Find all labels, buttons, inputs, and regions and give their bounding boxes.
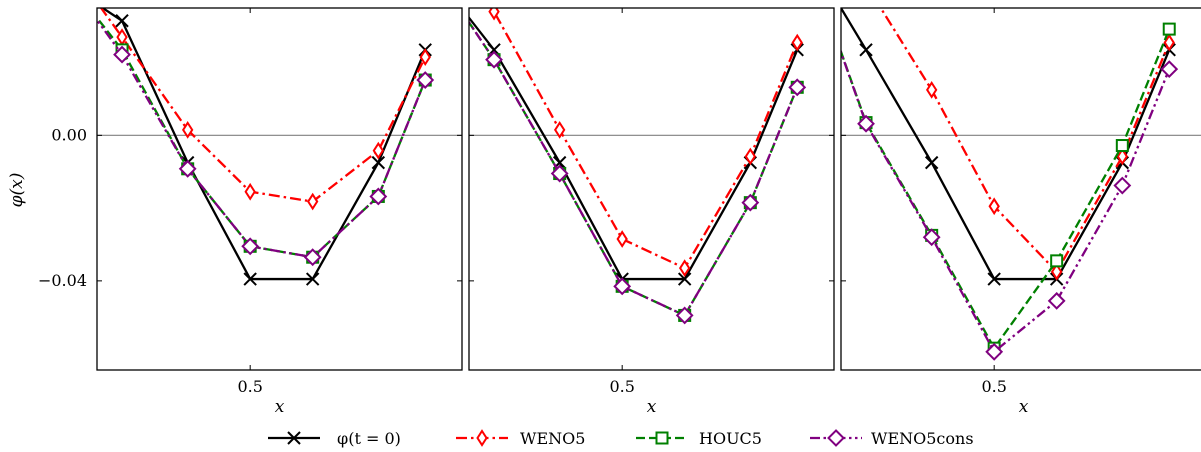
- legend: φ(t = 0) WENO5 HOUC5 WENO5cons: [268, 429, 974, 448]
- series-weno5cons: [97, 18, 435, 267]
- data-point-phi0: [243, 272, 257, 286]
- legend-marker-weno5cons: [827, 429, 845, 447]
- legend-label: WENO5cons: [871, 429, 974, 448]
- data-point-weno5cons: [303, 248, 322, 267]
- data-point-phi0: [115, 14, 129, 28]
- series-weno5cons: [841, 48, 1179, 361]
- data-point-weno5: [1050, 262, 1063, 281]
- data-point-weno5: [1163, 33, 1175, 52]
- data-point-weno5cons: [788, 78, 807, 97]
- plot-area: [469, 8, 807, 325]
- legend-item-phi0: φ(t = 0): [268, 429, 401, 448]
- y-tick-label: −0.04: [38, 271, 87, 290]
- data-point-weno5: [678, 259, 691, 277]
- plot-area: [841, 8, 1179, 361]
- data-point-weno5cons: [1047, 291, 1066, 310]
- series-line-weno5cons: [97, 18, 427, 259]
- data-point-weno5cons: [922, 228, 941, 247]
- x-axis-label: x: [275, 397, 285, 417]
- data-point-houc5: [1115, 139, 1129, 153]
- data-point-weno5cons: [369, 187, 388, 206]
- series-line-weno5: [487, 8, 799, 270]
- data-point-weno5: [744, 147, 757, 166]
- plot-area: [97, 8, 435, 286]
- series-weno5: [879, 8, 1175, 281]
- data-point-houc5: [1162, 22, 1176, 36]
- data-point-weno5: [419, 48, 431, 66]
- data-point-weno5: [372, 141, 385, 160]
- x-tick-label: 0.5: [237, 377, 262, 396]
- series-line-phi0: [100, 8, 427, 281]
- axes-frame: [96, 7, 463, 371]
- panel-1: 0.5 0.00 −0.04 x: [38, 7, 463, 417]
- data-point-weno5: [791, 33, 803, 52]
- y-axis-label: φ(x): [7, 173, 27, 208]
- x-axis-label: x: [1019, 397, 1029, 417]
- axes-frame: [840, 7, 1201, 371]
- data-point-weno5: [988, 197, 1000, 216]
- x-tick-label: 0.5: [609, 377, 634, 396]
- data-point-weno5cons: [416, 71, 435, 89]
- data-point-weno5cons: [550, 164, 569, 183]
- panel-3: 0.5 x: [840, 7, 1201, 417]
- data-point-weno5cons: [485, 50, 503, 69]
- legend-marker-weno5: [476, 429, 488, 447]
- data-point-weno5cons: [675, 306, 694, 325]
- data-point-weno5cons: [741, 193, 760, 212]
- data-point-weno5: [553, 121, 566, 139]
- data-point-phi0: [305, 272, 320, 286]
- data-point-phi0: [987, 272, 1001, 286]
- series-weno5: [99, 8, 431, 211]
- data-point-weno5: [1116, 147, 1129, 166]
- series-weno5: [487, 8, 803, 277]
- data-point-weno5cons: [178, 159, 197, 178]
- x-axis-label: x: [647, 397, 657, 417]
- y-tick-label: 0.00: [51, 125, 87, 144]
- data-point-phi0: [677, 272, 692, 286]
- legend-item-houc5: HOUC5: [636, 429, 762, 448]
- data-point-weno5cons: [241, 237, 260, 256]
- data-point-houc5: [1050, 254, 1064, 268]
- data-point-weno5: [925, 81, 938, 99]
- legend-label: φ(t = 0): [337, 429, 401, 448]
- x-tick-label: 0.5: [981, 377, 1006, 396]
- data-point-weno5: [181, 121, 194, 139]
- legend-item-weno5cons: WENO5cons: [810, 429, 974, 448]
- legend-marker-phi0: [287, 431, 301, 445]
- data-point-weno5: [616, 230, 628, 248]
- data-point-weno5: [306, 192, 319, 211]
- data-point-phi0: [924, 155, 939, 170]
- panel-2: 0.5 x: [468, 7, 835, 417]
- data-point-phi0: [859, 43, 873, 57]
- legend-label: HOUC5: [699, 429, 762, 448]
- data-point-weno5cons: [113, 45, 131, 64]
- data-point-weno5cons: [1113, 176, 1132, 195]
- series-line-houc5: [97, 15, 427, 259]
- legend-item-weno5: WENO5: [456, 429, 585, 448]
- data-point-weno5cons: [985, 342, 1004, 361]
- data-point-weno5: [488, 8, 500, 21]
- data-point-weno5cons: [1160, 60, 1179, 79]
- axes-frame: [468, 7, 835, 371]
- data-point-phi0: [371, 155, 386, 170]
- series-line-weno5cons: [841, 48, 1171, 354]
- legend-label: WENO5: [520, 429, 585, 448]
- panels: 0.5 0.00 −0.04 x 0.5 x 0.5 x: [38, 7, 1201, 417]
- data-point-weno5cons: [857, 114, 875, 133]
- series-weno5cons: [469, 20, 807, 325]
- data-point-weno5: [244, 182, 256, 201]
- data-point-weno5cons: [613, 277, 632, 296]
- legend-marker-houc5: [655, 431, 669, 445]
